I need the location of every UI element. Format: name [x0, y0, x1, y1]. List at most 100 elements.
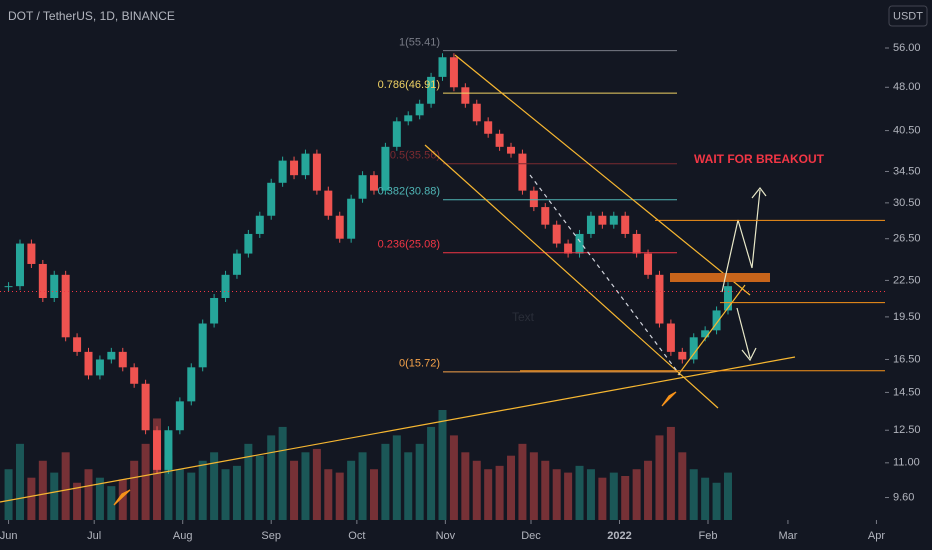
x-tick-label: Feb — [699, 530, 718, 542]
volume-bar — [404, 452, 413, 520]
x-tick-label: Nov — [436, 530, 456, 542]
volume-bar — [518, 443, 527, 520]
candle — [244, 233, 253, 254]
fib-label: 1(55.41) — [399, 37, 440, 49]
y-tick-label: 26.50 — [893, 233, 921, 245]
volume-bar — [381, 443, 390, 520]
x-tick-label: Jul — [87, 530, 101, 542]
volume-bar — [575, 465, 584, 520]
volume-bar — [50, 472, 59, 520]
candle — [27, 243, 36, 264]
marker-arrow — [661, 391, 677, 407]
volume-bar — [244, 443, 253, 520]
candle — [701, 330, 710, 338]
arrow-head — [741, 347, 757, 362]
x-tick-label: Sep — [261, 530, 281, 542]
volume-layer — [4, 410, 732, 520]
candle — [4, 286, 13, 288]
candle — [529, 190, 538, 208]
candle — [153, 430, 162, 470]
volume-bar — [61, 452, 70, 520]
y-tick-label: 12.50 — [893, 424, 921, 436]
volume-bar — [678, 452, 687, 520]
annotation: Text — [512, 310, 535, 324]
breakout-path-up — [721, 189, 761, 293]
y-tick-label: 11.00 — [893, 457, 920, 469]
candle — [38, 263, 47, 299]
resistance-zone — [670, 273, 770, 282]
candle — [598, 215, 607, 225]
candle — [107, 351, 116, 360]
trend-line — [0, 356, 796, 503]
currency[interactable]: USDT — [893, 10, 923, 22]
candle — [164, 430, 173, 470]
volume-bar — [655, 435, 664, 520]
fib-label: 0.786(46.91) — [378, 79, 440, 91]
dashed-line — [529, 174, 681, 376]
volume-bar — [449, 435, 458, 520]
x-tick-label: Oct — [348, 530, 365, 542]
candle — [381, 146, 390, 191]
volume-bar — [324, 469, 333, 520]
candle — [678, 351, 687, 360]
axes: 9.60 11.00 12.50 14.50 16.50 19.50 22.50 26.50 3… — [0, 42, 921, 542]
volume-bar — [84, 469, 93, 520]
channel-line — [454, 54, 751, 296]
candle — [507, 146, 516, 154]
candle — [210, 298, 219, 324]
candle — [404, 115, 413, 122]
candle — [666, 323, 675, 352]
candle — [95, 359, 104, 376]
x-tick-label: Dec — [521, 530, 541, 542]
volume-bar — [4, 469, 13, 520]
volume-bar — [312, 448, 321, 520]
currency-box[interactable] — [888, 5, 928, 27]
x-tick-label: Apr — [868, 530, 885, 542]
volume-bar — [38, 460, 47, 520]
volume-bar — [586, 469, 595, 520]
volume-bar — [232, 465, 241, 520]
volume-bar — [221, 469, 230, 520]
annotation: WAIT FOR BREAKOUT — [694, 152, 825, 166]
candle — [712, 310, 721, 331]
volume-bar — [529, 452, 538, 520]
volume-bar — [107, 486, 116, 520]
volume-bar — [141, 443, 150, 520]
volume-bar — [461, 452, 470, 520]
volume-bar — [130, 460, 139, 520]
y-tick-label: 9.60 — [893, 491, 914, 503]
fib-label: 0(15.72) — [399, 358, 440, 370]
volume-bar — [267, 435, 276, 520]
candle — [232, 253, 241, 275]
fib-layer: 1(55.41) 0.786(46.91) 0.5(35.56) 0.382(30.8… — [378, 37, 677, 373]
volume-bar — [484, 469, 493, 520]
y-tick-label: 16.50 — [893, 353, 921, 365]
fib-label: 0.236(25.08) — [378, 239, 440, 251]
candle — [130, 367, 139, 384]
candle — [175, 401, 184, 431]
price-scale — [885, 0, 932, 550]
y-tick-label: 22.50 — [893, 274, 921, 286]
volume-bar — [564, 472, 573, 520]
volume-bar — [118, 479, 127, 520]
marker-arrow — [113, 489, 131, 506]
volume-bar — [278, 426, 287, 520]
x-tick-label: Jun — [0, 530, 17, 542]
candle — [644, 253, 653, 275]
volume-bar — [187, 472, 196, 520]
candle — [267, 182, 276, 216]
volume-bar — [689, 469, 698, 520]
candle — [324, 190, 333, 216]
candle — [369, 175, 378, 191]
y-tick-label: 34.50 — [893, 165, 921, 177]
candle — [461, 87, 470, 104]
triangle-line — [677, 284, 746, 376]
channel-line — [424, 144, 719, 409]
volume-bar — [415, 443, 424, 520]
volume-bar — [723, 472, 732, 520]
candle — [541, 207, 550, 225]
candle — [427, 76, 436, 104]
volume-bar — [175, 469, 184, 520]
volume-bar — [598, 477, 607, 520]
volume-bar — [712, 482, 721, 520]
